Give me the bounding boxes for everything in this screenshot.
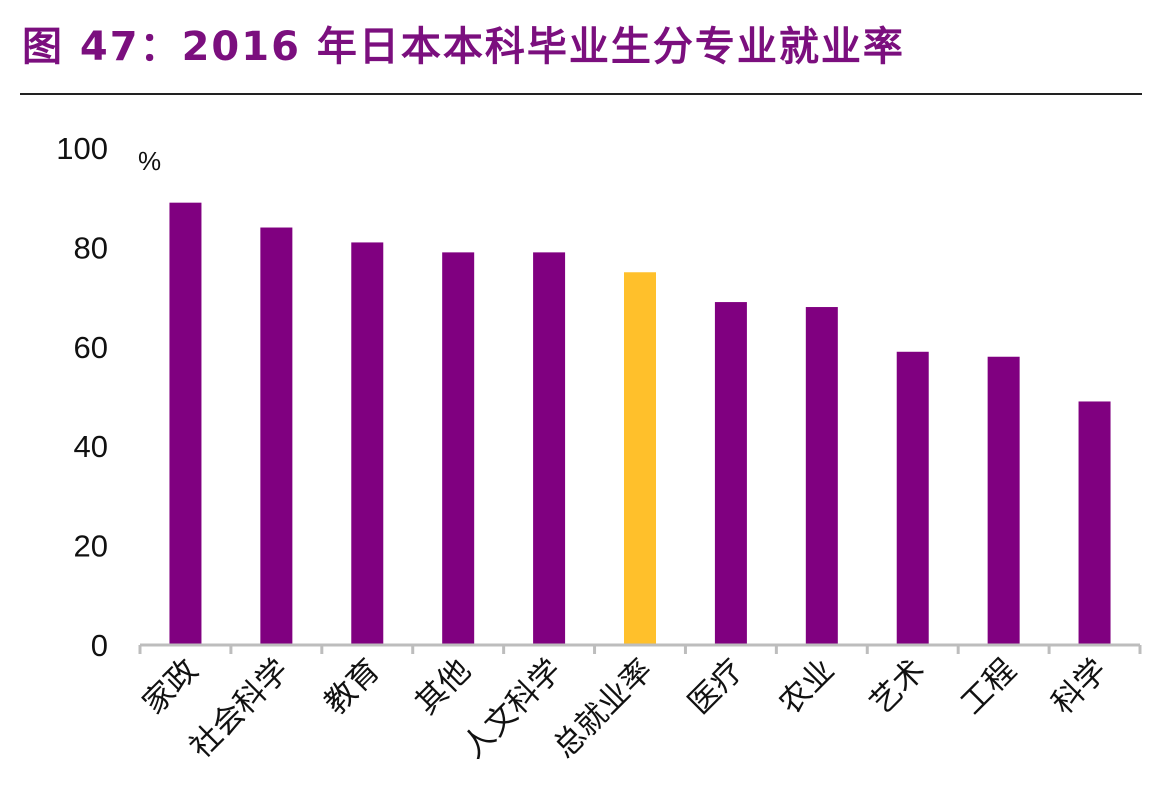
bar-6 — [714, 302, 747, 645]
y-tick-label: 20 — [74, 529, 108, 564]
bar-8 — [896, 351, 929, 645]
x-category-label: 农业 — [772, 652, 841, 721]
bar-10 — [1078, 401, 1111, 645]
bar-1 — [260, 227, 293, 645]
chart-title: 图 47：2016 年日本本科毕业生分专业就业率 — [22, 24, 905, 70]
bar-series — [169, 202, 1111, 646]
x-category-label: 艺术 — [863, 652, 932, 721]
x-category-label: 医疗 — [681, 652, 750, 721]
x-category-label: 工程 — [954, 652, 1023, 721]
x-axis — [138, 643, 1142, 654]
bar-4 — [533, 252, 566, 645]
x-category-label: 其他 — [409, 652, 478, 721]
bar-9 — [987, 356, 1020, 645]
x-category-label: 人文科学 — [456, 652, 569, 765]
title-divider — [20, 93, 1142, 95]
bar-7 — [805, 307, 838, 645]
y-tick-label: 0 — [91, 628, 108, 663]
bar-3 — [442, 252, 475, 645]
x-category-label: 社会科学 — [183, 652, 296, 765]
bar-2 — [351, 242, 384, 645]
y-axis: 0 20 40 60 80 100 — [56, 131, 108, 663]
x-category-label: 教育 — [318, 652, 387, 721]
y-tick-label: 60 — [74, 330, 108, 365]
y-tick-label: 40 — [74, 429, 108, 464]
bar-5 — [624, 272, 656, 645]
bar-0 — [169, 202, 202, 646]
y-axis-unit-label: % — [138, 146, 161, 176]
x-category-label: 总就业率 — [547, 652, 660, 765]
y-tick-label: 100 — [56, 131, 108, 166]
y-tick-label: 80 — [74, 230, 108, 265]
x-category-label: 家政 — [136, 652, 205, 721]
x-category-label: 科学 — [1045, 652, 1114, 721]
